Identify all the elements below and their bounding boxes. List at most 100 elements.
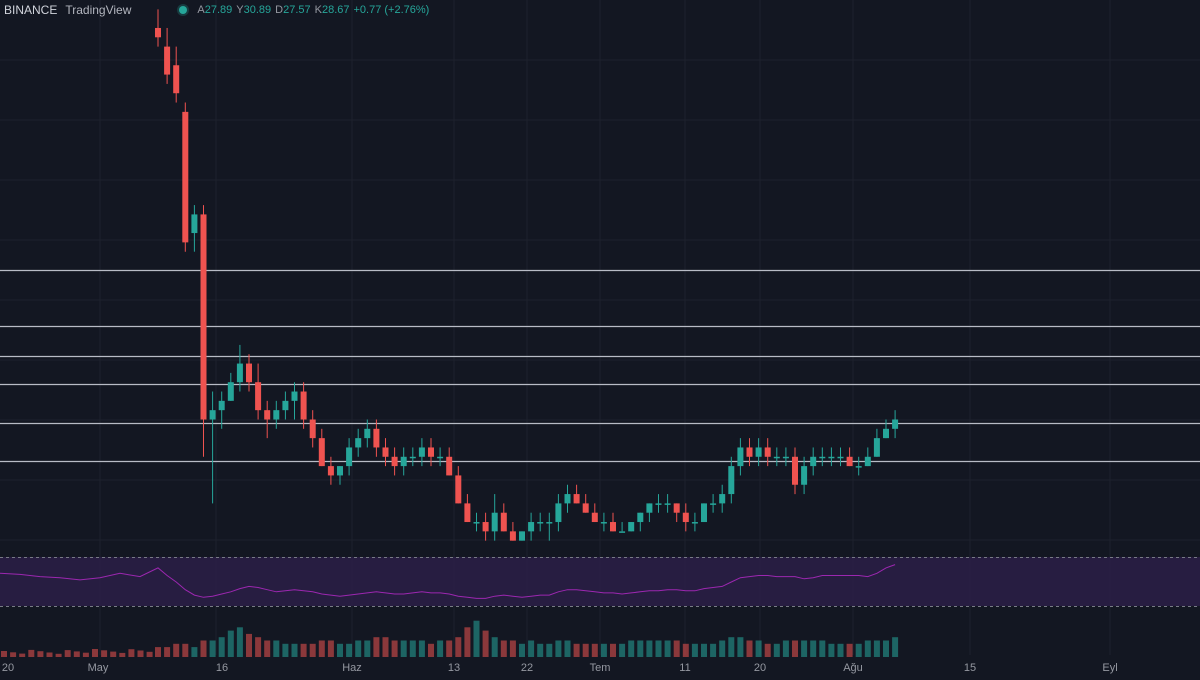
candle bbox=[346, 438, 353, 476]
candle-body bbox=[773, 456, 780, 459]
volume-bar bbox=[209, 640, 216, 657]
candle-body bbox=[682, 512, 689, 523]
x-tick-label: 15 bbox=[964, 662, 976, 674]
candle-body bbox=[509, 531, 516, 541]
volume-bar bbox=[101, 650, 108, 657]
rsi-line bbox=[0, 564, 896, 599]
x-tick-label: Ağu bbox=[843, 662, 863, 674]
volume-bar bbox=[582, 643, 589, 657]
candle-body bbox=[382, 447, 389, 457]
volume-bar bbox=[227, 630, 234, 657]
volume-bar bbox=[37, 651, 44, 657]
candle-body bbox=[737, 447, 744, 467]
volume-bar bbox=[128, 649, 135, 657]
candle-body bbox=[782, 456, 789, 459]
volume-bar bbox=[282, 643, 289, 657]
candle-body bbox=[428, 447, 434, 457]
x-tick-label: Eyl bbox=[1102, 662, 1117, 674]
candle-body bbox=[519, 531, 525, 541]
volume-bar bbox=[73, 651, 80, 657]
candle-body bbox=[637, 512, 644, 523]
candle-body bbox=[273, 410, 280, 420]
volume-bar bbox=[119, 652, 126, 657]
volume-bar bbox=[701, 643, 707, 657]
volume-bar bbox=[773, 643, 780, 657]
candle bbox=[746, 438, 753, 467]
candle bbox=[828, 447, 835, 467]
volume-bar bbox=[355, 640, 362, 657]
symbol-label[interactable]: BINANCE bbox=[4, 3, 58, 17]
volume-bar bbox=[200, 640, 207, 657]
volume-bar bbox=[646, 640, 653, 657]
volume-bar bbox=[300, 643, 307, 657]
candle bbox=[218, 391, 225, 429]
volume-bar bbox=[110, 651, 117, 657]
candle bbox=[764, 438, 771, 467]
volume-bar bbox=[46, 652, 53, 657]
candle bbox=[537, 512, 544, 532]
volume-bar bbox=[755, 640, 762, 657]
volume-bar bbox=[364, 640, 371, 657]
candle bbox=[191, 205, 198, 252]
candle-body bbox=[182, 111, 189, 243]
candle-body bbox=[300, 391, 307, 420]
low-value: 27.57 bbox=[283, 4, 311, 16]
candle bbox=[491, 494, 498, 541]
volume-bar bbox=[273, 640, 280, 657]
candle bbox=[182, 102, 189, 252]
candle bbox=[173, 46, 180, 103]
candle-body bbox=[555, 503, 562, 523]
volume-bar bbox=[600, 643, 607, 657]
candle-body bbox=[482, 522, 489, 532]
volume-bar bbox=[391, 640, 398, 657]
candle-body bbox=[209, 410, 216, 420]
volume-bar bbox=[555, 640, 562, 657]
candle bbox=[582, 494, 589, 513]
volume-bar bbox=[892, 637, 899, 657]
volume-bar bbox=[291, 643, 298, 657]
x-tick-label: 13 bbox=[448, 662, 460, 674]
candle bbox=[737, 438, 744, 476]
candle-body bbox=[655, 503, 662, 505]
volume-bar bbox=[55, 653, 62, 657]
candle-body bbox=[537, 522, 544, 524]
volume-bar bbox=[864, 640, 871, 657]
volume-bar bbox=[855, 643, 862, 657]
candle bbox=[409, 447, 416, 467]
candle bbox=[819, 447, 826, 467]
candle-body bbox=[600, 522, 607, 524]
volume-bar bbox=[519, 643, 525, 657]
candle bbox=[701, 503, 707, 523]
candle-body bbox=[719, 494, 726, 504]
candle-body bbox=[701, 503, 707, 523]
candle bbox=[755, 438, 762, 467]
candle bbox=[382, 438, 389, 467]
candle-body bbox=[418, 447, 425, 457]
volume-bar bbox=[537, 643, 544, 657]
volume-bar bbox=[546, 643, 553, 657]
candle bbox=[428, 438, 434, 467]
candle bbox=[600, 512, 607, 532]
volume-bar bbox=[637, 640, 644, 657]
candle bbox=[446, 447, 453, 476]
candle bbox=[509, 522, 516, 541]
candle-body bbox=[883, 428, 889, 439]
close-value: 28.67 bbox=[321, 4, 350, 16]
volume-bar bbox=[437, 640, 444, 657]
volume-bar bbox=[619, 643, 626, 657]
candle bbox=[710, 494, 717, 513]
candle bbox=[846, 447, 853, 467]
candle bbox=[355, 428, 362, 457]
candle-body bbox=[337, 466, 343, 476]
volume-bar bbox=[164, 647, 171, 657]
candle bbox=[855, 456, 862, 476]
close-key: K bbox=[314, 4, 322, 16]
candle-body bbox=[564, 494, 571, 504]
volume-bar bbox=[82, 652, 89, 657]
volume-bar bbox=[92, 649, 98, 657]
candle bbox=[236, 344, 243, 392]
volume-bar bbox=[819, 640, 826, 657]
volume-bar bbox=[846, 643, 853, 657]
